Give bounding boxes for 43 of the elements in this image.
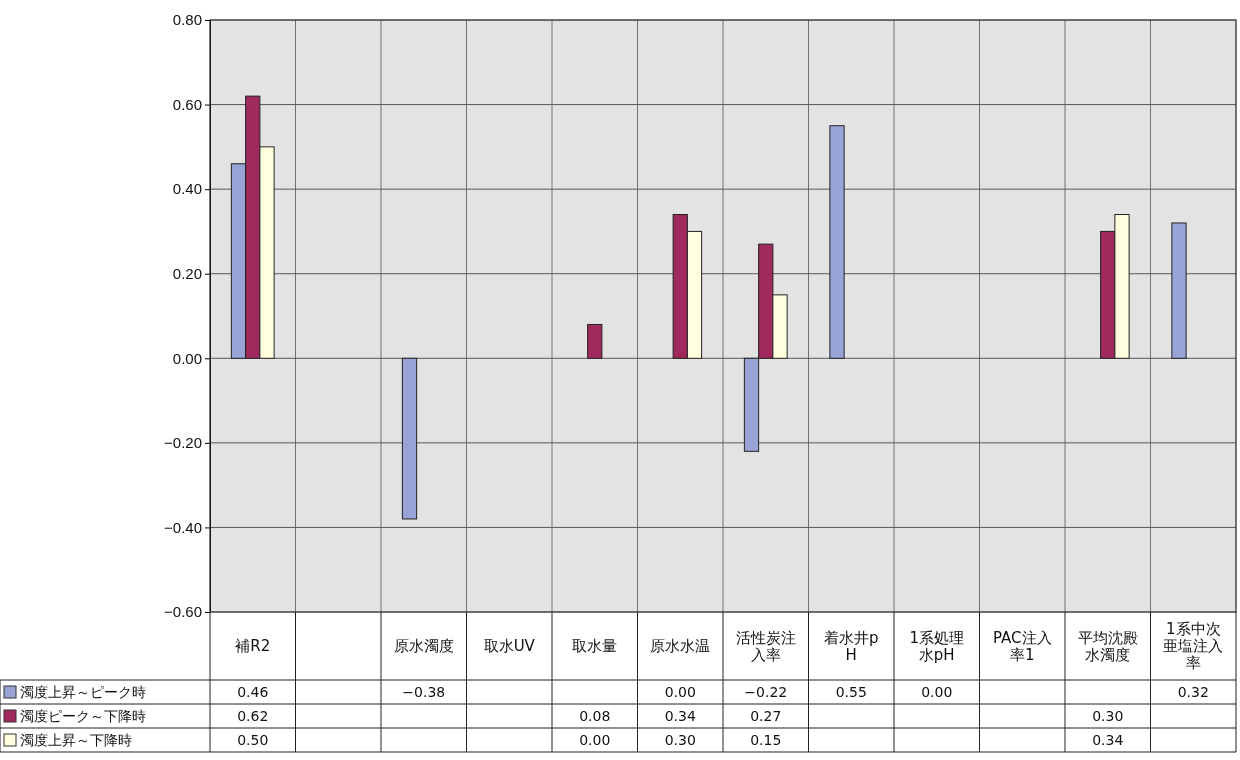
x-tick-label: 補R2	[235, 637, 271, 655]
y-tick-label: 0.40	[172, 180, 202, 198]
y-tick-label: −0.20	[164, 434, 202, 452]
data-label: 0.50	[237, 732, 269, 748]
y-tick-label: 0.80	[172, 11, 202, 29]
data-label: 0.34	[1092, 732, 1124, 748]
data-label: 0.32	[1177, 684, 1209, 700]
data-label: 0.08	[579, 708, 611, 724]
data-label: 0.30	[664, 732, 696, 748]
x-tick-label: 活性炭注入率	[735, 628, 796, 664]
legend-label: 濁度ピーク～下降時	[20, 708, 146, 724]
bar	[1171, 222, 1187, 359]
data-label: 0.00	[664, 684, 696, 700]
bar	[587, 323, 603, 359]
x-tick-label: 1系中次亜塩注入率	[1163, 620, 1224, 672]
data-label: 0.34	[664, 708, 696, 724]
data-label: 0.00	[579, 732, 611, 748]
legend-label: 濁度上昇～ピーク時	[20, 684, 146, 700]
data-label: −0.22	[744, 684, 788, 700]
data-label: 0.15	[750, 732, 782, 748]
data-label: 0.00	[921, 684, 953, 700]
x-tick-label: 平均沈殿水濁度	[1077, 628, 1138, 664]
legend-label: 濁度上昇～下降時	[20, 732, 132, 748]
x-tick-label: 取水UV	[483, 637, 536, 655]
y-tick-label: −0.60	[164, 603, 202, 621]
y-tick-label: 0.00	[172, 349, 202, 367]
x-tick-label: 着水井pH	[823, 628, 879, 664]
bar	[401, 357, 418, 520]
x-tick-label: 原水濁度	[393, 637, 454, 655]
data-label: 0.46	[237, 684, 269, 700]
x-tick-label: PAC注入率1	[992, 628, 1052, 664]
x-tick-label: 原水水温	[650, 637, 711, 655]
y-tick-label: 0.20	[172, 265, 202, 283]
data-label: 0.27	[750, 708, 782, 724]
data-label: 0.55	[835, 684, 867, 700]
x-tick-label: 取水量	[572, 637, 618, 655]
data-label: 0.30	[1092, 708, 1124, 724]
data-label: −0.38	[402, 684, 446, 700]
y-tick-label: 0.60	[172, 95, 202, 113]
x-tick-label: 1系処理水pH	[909, 628, 965, 664]
bar	[829, 125, 845, 359]
data-label: 0.62	[237, 708, 269, 724]
y-tick-label: −0.40	[164, 518, 202, 536]
